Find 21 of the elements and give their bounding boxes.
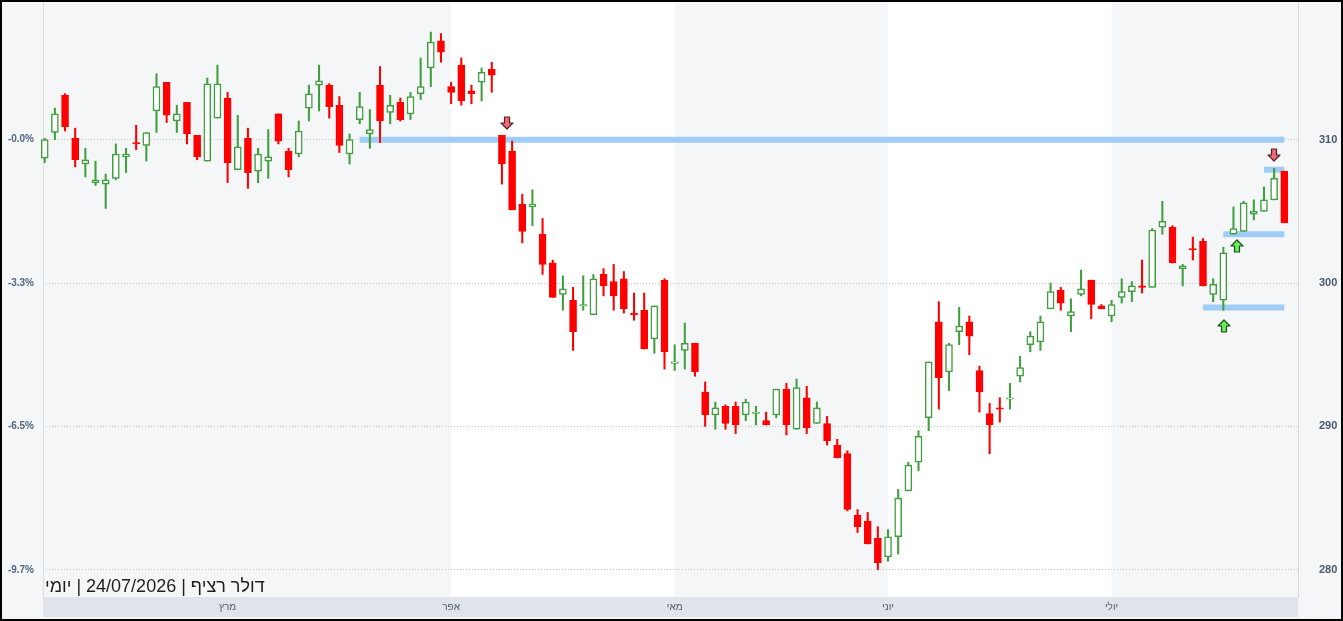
y-tick-label: 290 [1319,419,1338,432]
candlestick [91,160,100,186]
text: דולר רציף | 24/07/2026 | יומי [45,576,265,597]
x-tick-label: יולי [1105,600,1119,612]
y2-tick-label: -3.3% [7,276,35,288]
candlestick [579,275,588,311]
candlestick [1138,259,1146,294]
candlestick [1229,206,1238,235]
y-tick-label: 280 [1319,562,1338,575]
candlestick [1006,383,1014,410]
x-tick-label: מרץ [218,600,237,612]
y-tick-label: 310 [1319,132,1338,145]
x-tick-label: אפר [442,600,461,612]
y2-tick-label: -6.5% [7,420,35,432]
x-tick-label: מאי [666,600,683,612]
y2-tick-label: -0.0% [7,133,35,145]
candlestick [528,189,537,226]
y-tick-label: 300 [1319,276,1338,289]
x-tick-label: יוני [882,600,894,612]
y2-tick-label: -9.7% [7,563,35,575]
candlestick [264,129,273,179]
